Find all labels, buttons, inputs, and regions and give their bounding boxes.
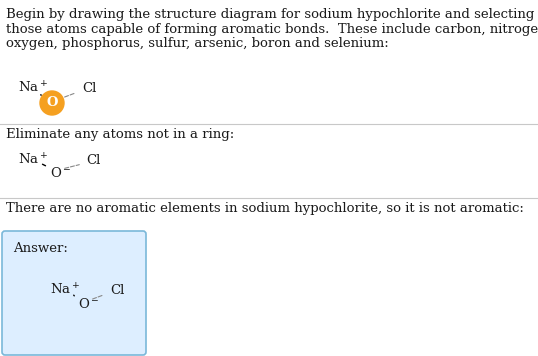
Text: oxygen, phosphorus, sulfur, arsenic, boron and selenium:: oxygen, phosphorus, sulfur, arsenic, bor… [6, 37, 389, 50]
Text: O: O [46, 96, 58, 110]
Text: Cl: Cl [110, 283, 124, 297]
Text: Na$^+$: Na$^+$ [50, 282, 80, 298]
Text: those atoms capable of forming aromatic bonds.  These include carbon, nitrogen,: those atoms capable of forming aromatic … [6, 22, 538, 36]
Text: O$^-$: O$^-$ [50, 166, 72, 180]
Text: Cl: Cl [86, 153, 101, 167]
Text: Answer:: Answer: [13, 242, 68, 255]
Text: Eliminate any atoms not in a ring:: Eliminate any atoms not in a ring: [6, 128, 234, 141]
Text: Na$^+$: Na$^+$ [18, 152, 48, 168]
Circle shape [40, 91, 64, 115]
Text: O$^-$: O$^-$ [78, 297, 100, 311]
Text: Cl: Cl [82, 82, 96, 94]
Text: Begin by drawing the structure diagram for sodium hypochlorite and selecting: Begin by drawing the structure diagram f… [6, 8, 534, 21]
Text: There are no aromatic elements in sodium hypochlorite, so it is not aromatic:: There are no aromatic elements in sodium… [6, 202, 524, 215]
Text: Na$^+$: Na$^+$ [18, 80, 48, 96]
FancyBboxPatch shape [2, 231, 146, 355]
